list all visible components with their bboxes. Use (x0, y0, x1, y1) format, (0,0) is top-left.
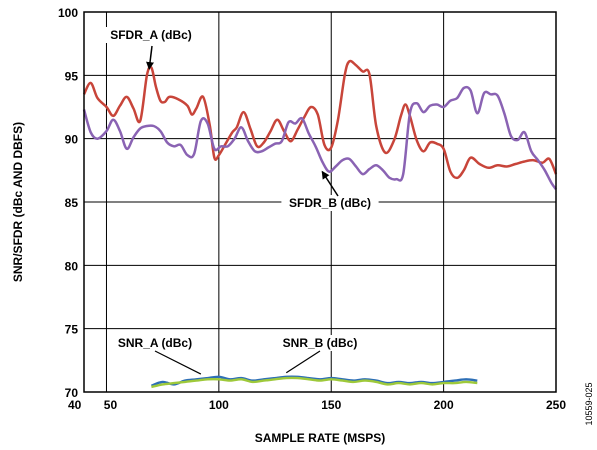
annotation-leader (285, 350, 321, 374)
y-tick-label: 80 (65, 259, 79, 273)
y-tick-label: 70 (65, 386, 79, 400)
x-tick-label: 200 (434, 398, 454, 412)
annotation-label: SFDR_A (dBc) (110, 28, 192, 42)
y-tick-label: 100 (58, 6, 78, 20)
y-tick-label: 75 (65, 323, 79, 337)
annotation-label: SNR_A (dBc) (118, 336, 192, 350)
series-lines (82, 59, 558, 389)
annotation-label: SNR_B (dBc) (283, 336, 358, 350)
y-tick-label: 85 (65, 196, 79, 210)
figure-id: 10559-025 (584, 382, 594, 425)
series-line-snr-b-dbc (151, 376, 478, 389)
x-axis-label: SAMPLE RATE (MSPS) (255, 431, 385, 445)
annotation-arrow (146, 45, 155, 70)
annotation-background (275, 335, 365, 351)
plot-frame (83, 11, 557, 393)
x-tick-label: 40 (68, 398, 82, 412)
tick-labels: 70 75 80 85 90 95 100 40 50 100 150 200 250 (58, 6, 566, 412)
x-tick-label: 50 (104, 398, 118, 412)
annotation-label: SFDR_B (dBc) (289, 196, 371, 210)
x-tick-label: 150 (321, 398, 341, 412)
annotations: SFDR_A (dBc) SFDR_B (dBc) SNR_A (dBc) SNR_B… (102, 27, 379, 375)
series-line-sfdr-a-dbc (82, 59, 558, 180)
x-tick-label: 250 (546, 398, 566, 412)
annotation-leader (154, 350, 202, 375)
y-axis-label: SNR/SFDR (dBc AND DBFS) (11, 122, 25, 282)
annotation-background (102, 27, 200, 43)
annotation-arrow (321, 170, 339, 197)
y-tick-label: 95 (65, 69, 79, 83)
annotation-background (281, 195, 379, 211)
x-tick-label: 100 (209, 398, 229, 412)
y-tick-label: 90 (65, 133, 79, 147)
series-line-sfdr-b-dbc (82, 85, 558, 191)
annotation-background (110, 335, 200, 351)
